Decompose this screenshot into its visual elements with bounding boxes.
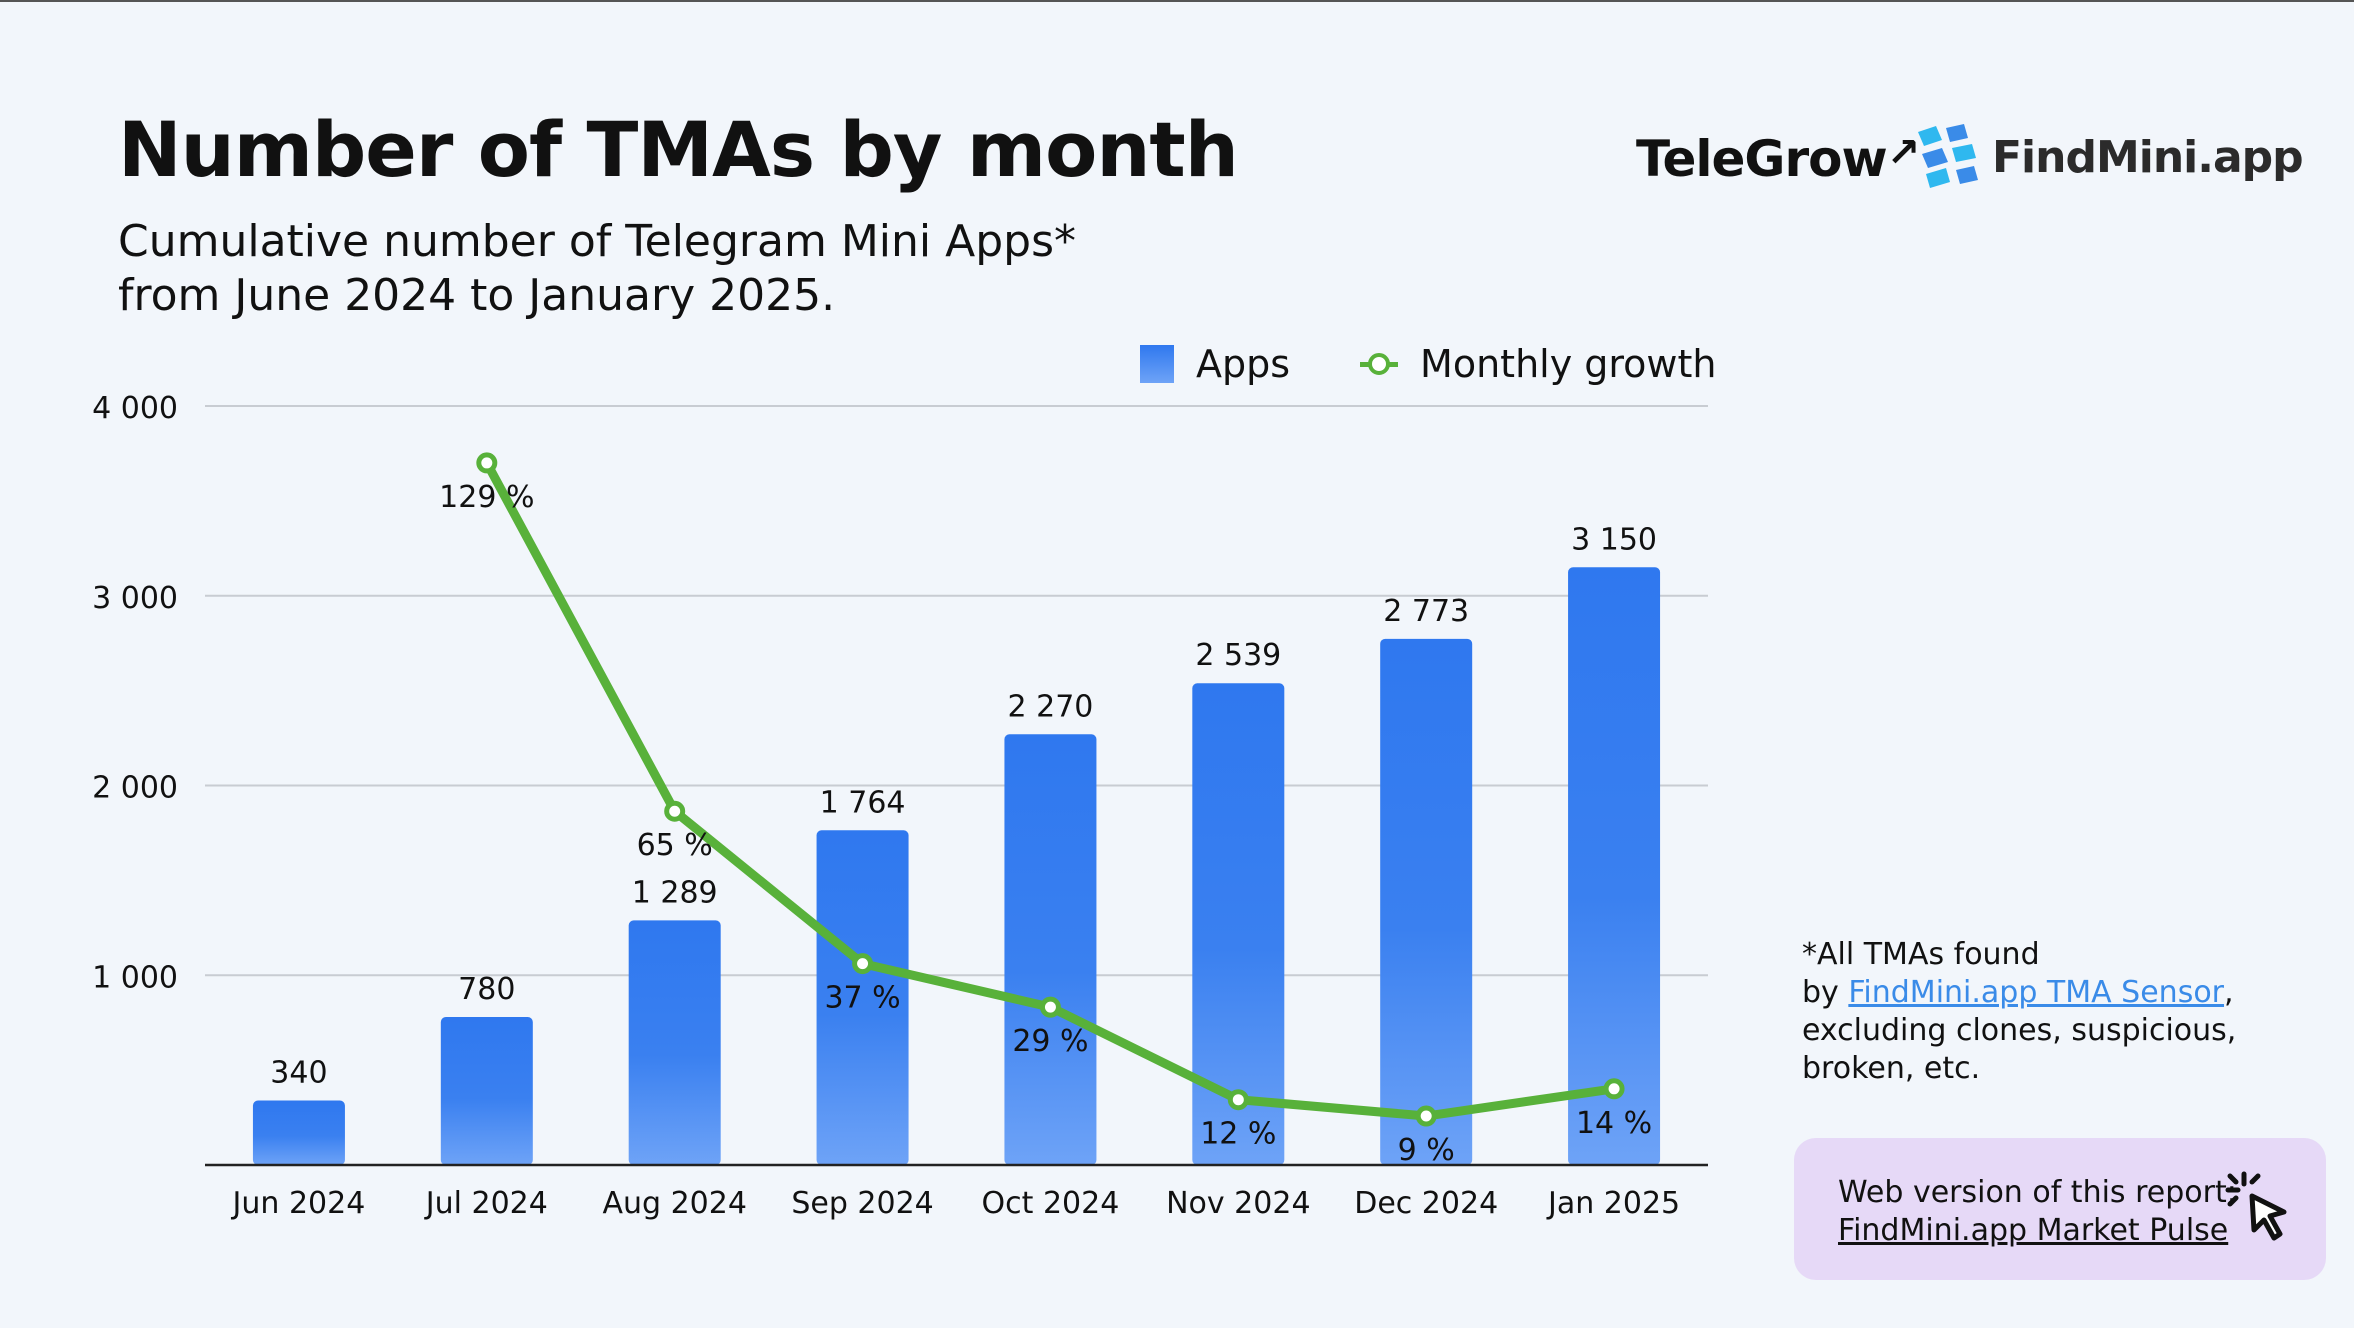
findmini-logo-icon bbox=[1918, 124, 1978, 188]
y-tick-label: 4 000 bbox=[92, 391, 178, 426]
footnote-line-3: excluding clones, suspicious, bbox=[1802, 1013, 2237, 1048]
growth-point bbox=[1227, 1089, 1249, 1111]
bar-4 bbox=[816, 830, 909, 1165]
bar-5 bbox=[1004, 734, 1097, 1165]
bar-value-label: 2 539 bbox=[1195, 638, 1281, 673]
x-tick-label: Aug 2024 bbox=[602, 1186, 746, 1221]
bar-value-label: 3 150 bbox=[1571, 522, 1657, 557]
telegrow-logo: TeleGrow↗ bbox=[1636, 130, 1921, 188]
footnote-line-2: by FindMini.app TMA Sensor, bbox=[1802, 974, 2252, 1012]
page-subtitle: Cumulative number of Telegram Mini Apps*… bbox=[118, 215, 1118, 323]
growth-point bbox=[852, 953, 874, 975]
growth-point bbox=[1039, 996, 1061, 1018]
footnote-by: by bbox=[1802, 975, 1849, 1010]
growth-arrow-icon: ↗ bbox=[1886, 130, 1921, 176]
legend-apps-swatch bbox=[1140, 345, 1174, 383]
x-tick-label: Nov 2024 bbox=[1166, 1186, 1310, 1221]
growth-point bbox=[1603, 1078, 1625, 1100]
growth-value-label: 12 % bbox=[1200, 1117, 1276, 1152]
top-rule bbox=[0, 0, 2354, 2]
market-pulse-link[interactable]: FindMini.app Market Pulse bbox=[1838, 1213, 2229, 1248]
page-title: Number of TMAs by month bbox=[118, 105, 1239, 194]
growth-point bbox=[1415, 1105, 1437, 1127]
bar-value-label: 1 764 bbox=[820, 785, 906, 820]
y-tick-label: 3 000 bbox=[92, 581, 178, 616]
bar-3 bbox=[628, 920, 721, 1165]
x-tick-label: Sep 2024 bbox=[791, 1186, 933, 1221]
bar-2 bbox=[440, 1016, 533, 1165]
footnote-line-4: broken, etc. bbox=[1802, 1051, 1981, 1086]
growth-value-label: 9 % bbox=[1398, 1133, 1455, 1168]
legend-apps-label: Apps bbox=[1196, 342, 1291, 386]
growth-value-label: 65 % bbox=[637, 828, 713, 863]
footnote: *All TMAs found by FindMini.app TMA Sens… bbox=[1802, 936, 2252, 1088]
x-tick-label: Jun 2024 bbox=[231, 1186, 366, 1221]
x-tick-label: Jul 2024 bbox=[424, 1186, 548, 1221]
growth-point bbox=[664, 800, 686, 822]
legend-growth-label: Monthly growth bbox=[1420, 342, 1717, 386]
bar-1 bbox=[252, 1100, 345, 1165]
bar-value-label: 2 270 bbox=[1007, 689, 1093, 724]
growth-value-label: 129 % bbox=[439, 480, 534, 515]
legend-growth-swatch bbox=[1360, 345, 1399, 383]
growth-value-label: 29 % bbox=[1012, 1024, 1088, 1059]
click-cursor-icon bbox=[2225, 1171, 2287, 1241]
x-tick-label: Oct 2024 bbox=[982, 1186, 1120, 1221]
bar-value-label: 2 773 bbox=[1383, 594, 1469, 629]
web-report-text: Web version of this report: FindMini.app… bbox=[1838, 1174, 2237, 1250]
footnote-comma: , bbox=[2224, 975, 2234, 1010]
tma-sensor-link[interactable]: FindMini.app TMA Sensor bbox=[1848, 975, 2225, 1010]
web-report-line-1: Web version of this report: bbox=[1838, 1175, 2237, 1210]
growth-value-label: 37 % bbox=[824, 981, 900, 1016]
bar-6 bbox=[1192, 683, 1285, 1165]
growth-value-label: 14 % bbox=[1576, 1106, 1652, 1141]
y-tick-label: 2 000 bbox=[92, 771, 178, 806]
growth-point bbox=[476, 452, 498, 474]
x-tick-label: Dec 2024 bbox=[1354, 1186, 1498, 1221]
findmini-logo: FindMini.app bbox=[1912, 122, 2304, 192]
bar-value-label: 340 bbox=[270, 1055, 327, 1090]
chart-legend: Apps Monthly growth bbox=[1140, 342, 1717, 386]
bar-7 bbox=[1380, 638, 1473, 1165]
findmini-logo-text: FindMini.app bbox=[1992, 131, 2304, 183]
subtitle-line-1: Cumulative number of Telegram Mini Apps* bbox=[118, 216, 1076, 267]
bar-value-label: 1 289 bbox=[632, 875, 718, 910]
web-report-box[interactable]: Web version of this report: FindMini.app… bbox=[1794, 1138, 2326, 1280]
subtitle-line-2: from June 2024 to January 2025. bbox=[118, 270, 836, 321]
telegrow-logo-text: TeleGrow bbox=[1636, 130, 1888, 188]
y-tick-label: 1 000 bbox=[92, 960, 178, 995]
footnote-line-1: *All TMAs found bbox=[1802, 937, 2040, 972]
bar-value-label: 780 bbox=[458, 972, 515, 1007]
x-tick-label: Jan 2025 bbox=[1546, 1186, 1680, 1221]
bar-8 bbox=[1568, 567, 1661, 1165]
